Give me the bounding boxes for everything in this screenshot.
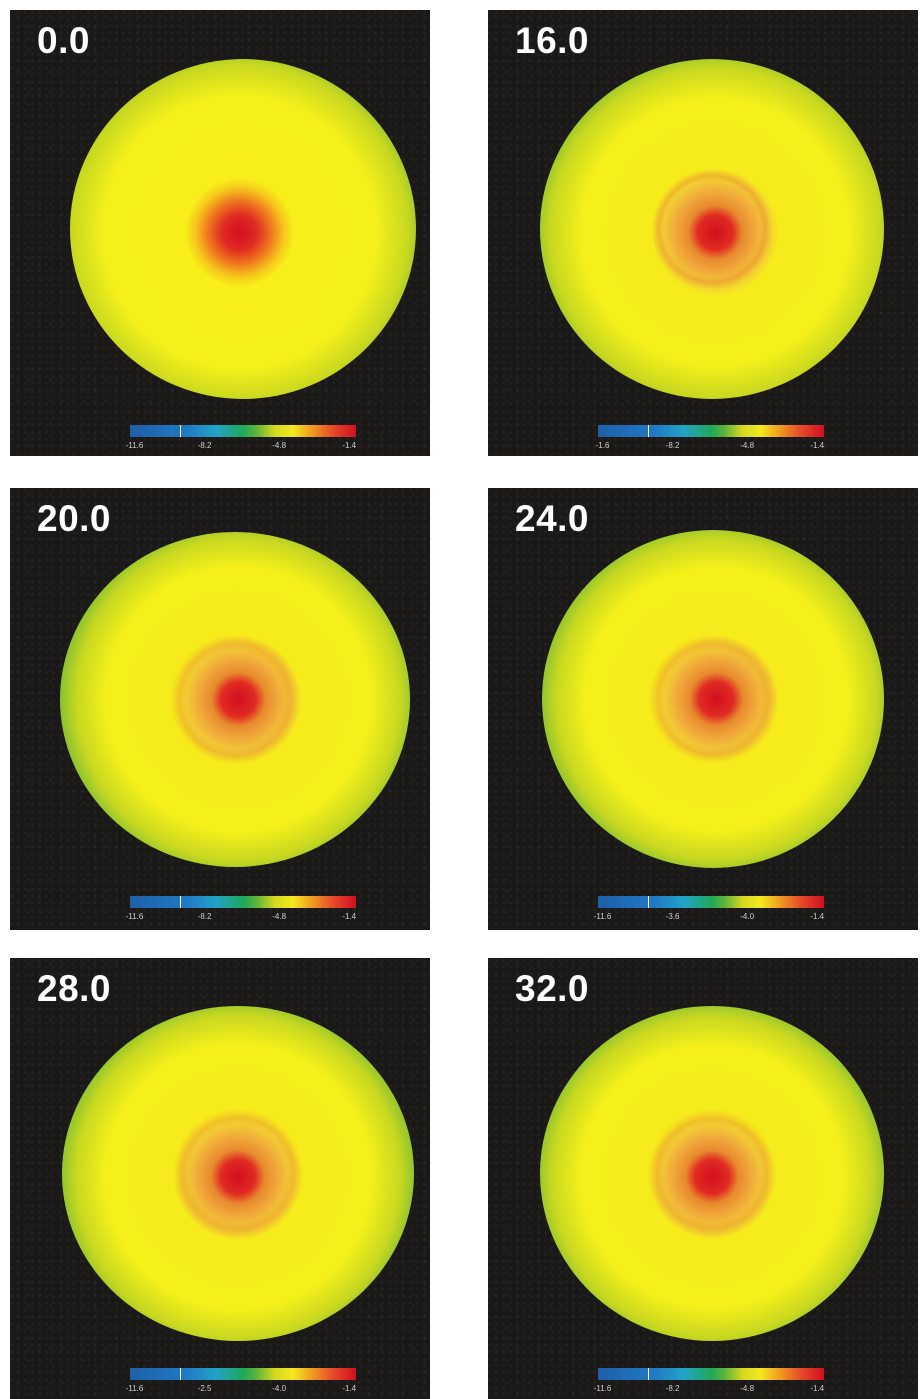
time-label: 0.0 [37,20,90,61]
time-label: 32.0 [515,968,590,1009]
colorbar [598,1368,824,1380]
colorbar [130,896,356,908]
colorbar [598,425,824,437]
colorbar [598,896,824,908]
field-disc [60,532,410,867]
colorbar-tick-labels: -11.6 -8.2 -4.8 -1.4 [594,1384,825,1394]
tick-label: -4.8 [740,1384,755,1393]
panel-t32: 32.0 -11.6 -8.2 -4.8 -1.4 [488,958,918,1399]
tick-label: -11.6 [593,912,612,921]
panel-t16: 16.0 -1.6 -8.2 -4.8 -1.4 [488,10,918,456]
tick-label: -8.2 [665,441,680,450]
colorbar [130,1368,356,1380]
tick-label: -4.8 [272,912,287,921]
tick-label: -11.6 [593,1384,612,1393]
tick-label: -11.6 [125,441,144,450]
tick-label: -1.4 [342,1384,357,1393]
field-disc [62,1006,414,1341]
tick-label: -4.8 [740,441,755,450]
colorbar-tick-labels: -11.6 -8.2 -4.8 -1.4 [126,441,357,451]
tick-label: -8.2 [197,912,212,921]
tick-label: -8.2 [197,441,212,450]
panel-t20: 20.0 -11.6 -8.2 -4.8 -1.4 [10,488,430,930]
tick-label: -4.0 [272,1384,287,1393]
time-label: 20.0 [37,498,112,539]
field-disc [540,1006,884,1341]
colorbar-tick-labels: -1.6 -8.2 -4.8 -1.4 [595,441,825,451]
panel-t24: 24.0 -11.6 -3.6 -4.0 -1.4 [488,488,918,930]
colorbar-tick-labels: -11.6 -3.6 -4.0 -1.4 [594,912,825,922]
tick-label: -1.4 [810,1384,825,1393]
tick-label: -1.6 [595,441,610,450]
tick-label: -1.4 [810,441,825,450]
field-disc [540,59,884,399]
field-disc [70,59,416,399]
time-label: 24.0 [515,498,590,539]
panel-t0: 0.0 -11.6 -8.2 -4.8 -1.4 [10,10,430,456]
time-label: 16.0 [515,20,590,61]
tick-label: -8.2 [665,1384,680,1393]
tick-label: -11.6 [125,1384,144,1393]
tick-label: -3.6 [665,912,680,921]
colorbar-tick-labels: -11.6 -8.2 -4.8 -1.4 [126,912,357,922]
tick-label: -11.6 [125,912,144,921]
tick-label: -1.4 [342,912,357,921]
colorbar-tick-labels: -11.6 -2.5 -4.0 -1.4 [126,1384,357,1394]
panel-t28: 28.0 -11.6 -2.5 -4.0 -1.4 [10,958,430,1399]
tick-label: -1.4 [810,912,825,921]
tick-label: -4.8 [272,441,287,450]
tick-label: -2.5 [197,1384,212,1393]
tick-label: -1.4 [342,441,357,450]
field-disc [542,530,884,868]
tick-label: -4.0 [740,912,755,921]
time-label: 28.0 [37,968,112,1009]
colorbar [130,425,356,437]
